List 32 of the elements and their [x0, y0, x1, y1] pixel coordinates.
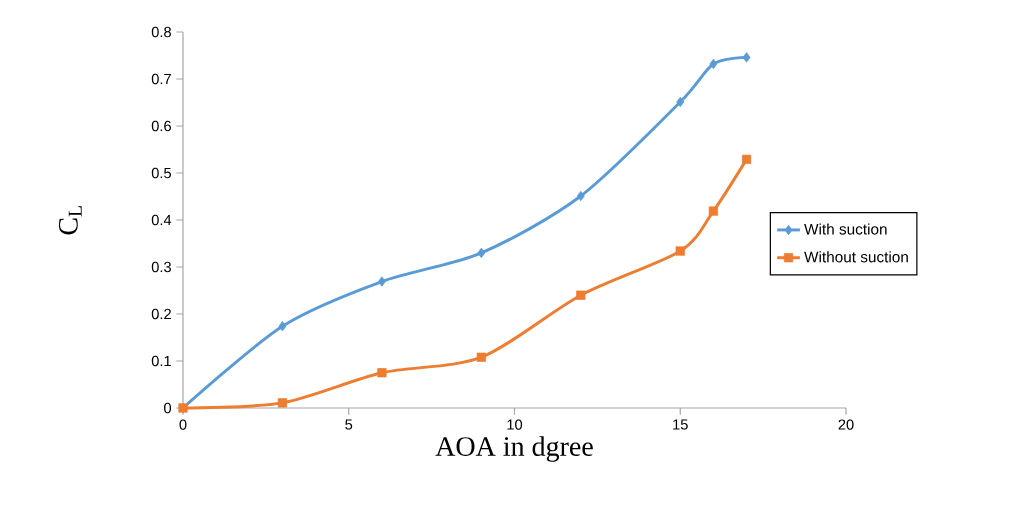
y-tick-label: 0.6 [151, 120, 171, 132]
y-tick-label: 0 [164, 402, 172, 414]
point [675, 246, 685, 256]
point [741, 154, 752, 164]
point [742, 52, 751, 63]
point [576, 190, 585, 202]
x-tick-label: 20 [838, 419, 854, 430]
y-tick-label: 0.2 [151, 308, 171, 320]
point [676, 96, 685, 108]
y-tick-label: 0.4 [151, 214, 172, 226]
point [708, 206, 719, 216]
y-axis-title: C$_{L}$ [58, 206, 82, 235]
point [709, 58, 718, 70]
x-tick-label: 5 [345, 419, 353, 430]
point [377, 368, 387, 378]
y-tick-label: 0.5 [151, 167, 171, 179]
point [377, 276, 386, 287]
y-tick-label: 0.8 [151, 26, 171, 38]
point [277, 398, 288, 408]
x-tick-label: 0 [179, 419, 187, 430]
point [278, 321, 287, 332]
point [477, 247, 486, 259]
point [576, 290, 586, 300]
legend-label: Without suction [804, 251, 908, 263]
y-tick-label: 0.3 [151, 261, 171, 273]
y-tick-label: 0.7 [151, 73, 171, 85]
legend-label: With suction [804, 223, 887, 235]
y-tick-label: 0.1 [151, 355, 171, 367]
point [476, 352, 486, 362]
x-axis-title: AOA in dgree [435, 436, 593, 462]
x-tick-label: 10 [507, 419, 523, 430]
x-tick-label: 15 [673, 419, 688, 430]
